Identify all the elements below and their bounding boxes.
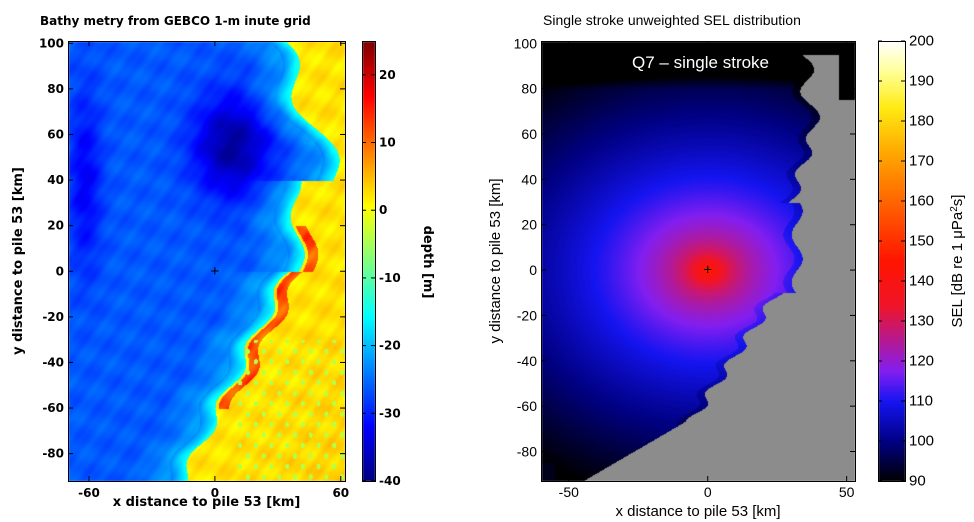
sel-y-tick-label: 20	[521, 217, 537, 233]
bathymetry-y-tick-label: 40	[47, 173, 64, 187]
sel-colorbar-tick-label: 190	[909, 73, 934, 90]
sel-title: Single stroke unweighted SEL distributio…	[543, 12, 801, 28]
sel-y-tick-label: -20	[517, 307, 537, 323]
sel-colorbar-tick-label: 130	[909, 313, 934, 330]
bathymetry-colorbar-tick-label: 10	[379, 136, 396, 150]
sel-colorbar-tick-label: 150	[909, 233, 934, 250]
sel-colorbar-ticks: 90 100 110 120 130 140 150 160 170 180 190 200	[878, 33, 934, 490]
sel-chart: -50 0 50 -80 -60 -40 -20 0 20 40 60 80 100 90 100 110…	[487, 12, 966, 520]
sel-y-tick-label: 80	[521, 81, 537, 97]
bathymetry-y-tick-label: 80	[47, 82, 64, 96]
sel-colorbar-tick-label: 100	[909, 433, 934, 450]
bathymetry-y-tick-label: 60	[47, 127, 64, 141]
sel-x-ticks: -50 0 50	[559, 41, 855, 500]
bathymetry-y-tick-label: -40	[42, 355, 64, 369]
bathymetry-colorbar-label: depth [m]	[420, 226, 435, 299]
bathymetry-colorbar-tick-label: -40	[379, 474, 401, 488]
sel-annotation: Q7 – single stroke	[632, 53, 769, 72]
sel-x-tick-label: 50	[839, 484, 855, 500]
sel-y-tick-label: 100	[514, 35, 538, 51]
sel-pile-marker: +	[703, 262, 712, 279]
bathymetry-y-ticks: -80 -60 -40 -20 0 20 40 60 80 100	[39, 36, 345, 461]
sel-plot-frame	[541, 41, 856, 482]
bathymetry-y-tick-label: -80	[42, 447, 64, 461]
sel-colorbar-tick-label: 120	[909, 353, 934, 370]
bathymetry-y-label: y distance to pile 53 [km]	[11, 167, 26, 355]
sel-y-label: y distance to pile 53 [km]	[487, 178, 504, 343]
sel-colorbar-label: SEL [dB re 1 μPa2s]	[949, 195, 967, 328]
bathymetry-x-tick-label: 60	[332, 486, 349, 500]
sel-y-tick-label: 60	[521, 126, 537, 142]
sel-x-tick-label: 0	[704, 484, 712, 500]
bathymetry-colorbar-tick-label: -30	[379, 406, 401, 420]
bathymetry-colorbar-tick-label: 20	[379, 68, 396, 82]
bathymetry-colorbar-tick-label: -10	[379, 271, 401, 285]
bathymetry-colorbar-tick-label: 0	[379, 203, 387, 217]
bathymetry-title: Bathy metry from GEBCO 1-m inute grid	[40, 14, 311, 28]
bathymetry-y-tick-label: 0	[56, 264, 64, 278]
sel-x-tick-label: -50	[559, 484, 579, 500]
bathymetry-y-tick-label: -60	[42, 401, 64, 415]
sel-colorbar-tick-label: 110	[909, 393, 933, 410]
sel-colorbar-tick-label: 170	[909, 153, 934, 170]
bathymetry-x-tick-label: 0	[211, 486, 219, 500]
bathymetry-pile-marker: +	[211, 263, 220, 280]
sel-colorbar-tick-label: 200	[909, 33, 934, 50]
sel-colorbar-tick-label: 140	[909, 273, 934, 290]
bathymetry-plot-frame	[68, 41, 346, 482]
bathymetry-y-tick-label: 20	[47, 219, 64, 233]
bathymetry-colorbar	[362, 41, 376, 482]
bathymetry-y-tick-label: -20	[42, 310, 64, 324]
sel-y-tick-label: -80	[517, 444, 537, 460]
bathymetry-x-tick-label: -60	[78, 486, 100, 500]
sel-y-ticks: -80 -60 -40 -20 0 20 40 60 80 100	[514, 35, 855, 460]
bathymetry-x-ticks: -60 0 60	[78, 41, 349, 500]
bathymetry-colorbar-tick-label: -20	[379, 339, 401, 353]
sel-y-tick-label: -60	[517, 398, 537, 414]
bathymetry-y-tick-label: 100	[39, 36, 64, 50]
sel-y-tick-label: 40	[521, 171, 537, 187]
sel-colorbar	[878, 41, 906, 482]
sel-colorbar-tick-label: 90	[909, 473, 926, 490]
sel-colorbar-tick-label: 180	[909, 113, 934, 130]
bathymetry-colorbar-ticks: -40 -30 -20 -10 0 10 20	[362, 68, 401, 488]
sel-colorbar-tick-label: 160	[909, 193, 934, 210]
sel-y-tick-label: 0	[529, 262, 537, 278]
sel-x-label: x distance to pile 53 [km]	[615, 503, 780, 520]
sel-y-tick-label: -40	[517, 353, 537, 369]
bathymetry-x-label: x distance to pile 53 [km]	[113, 495, 301, 510]
